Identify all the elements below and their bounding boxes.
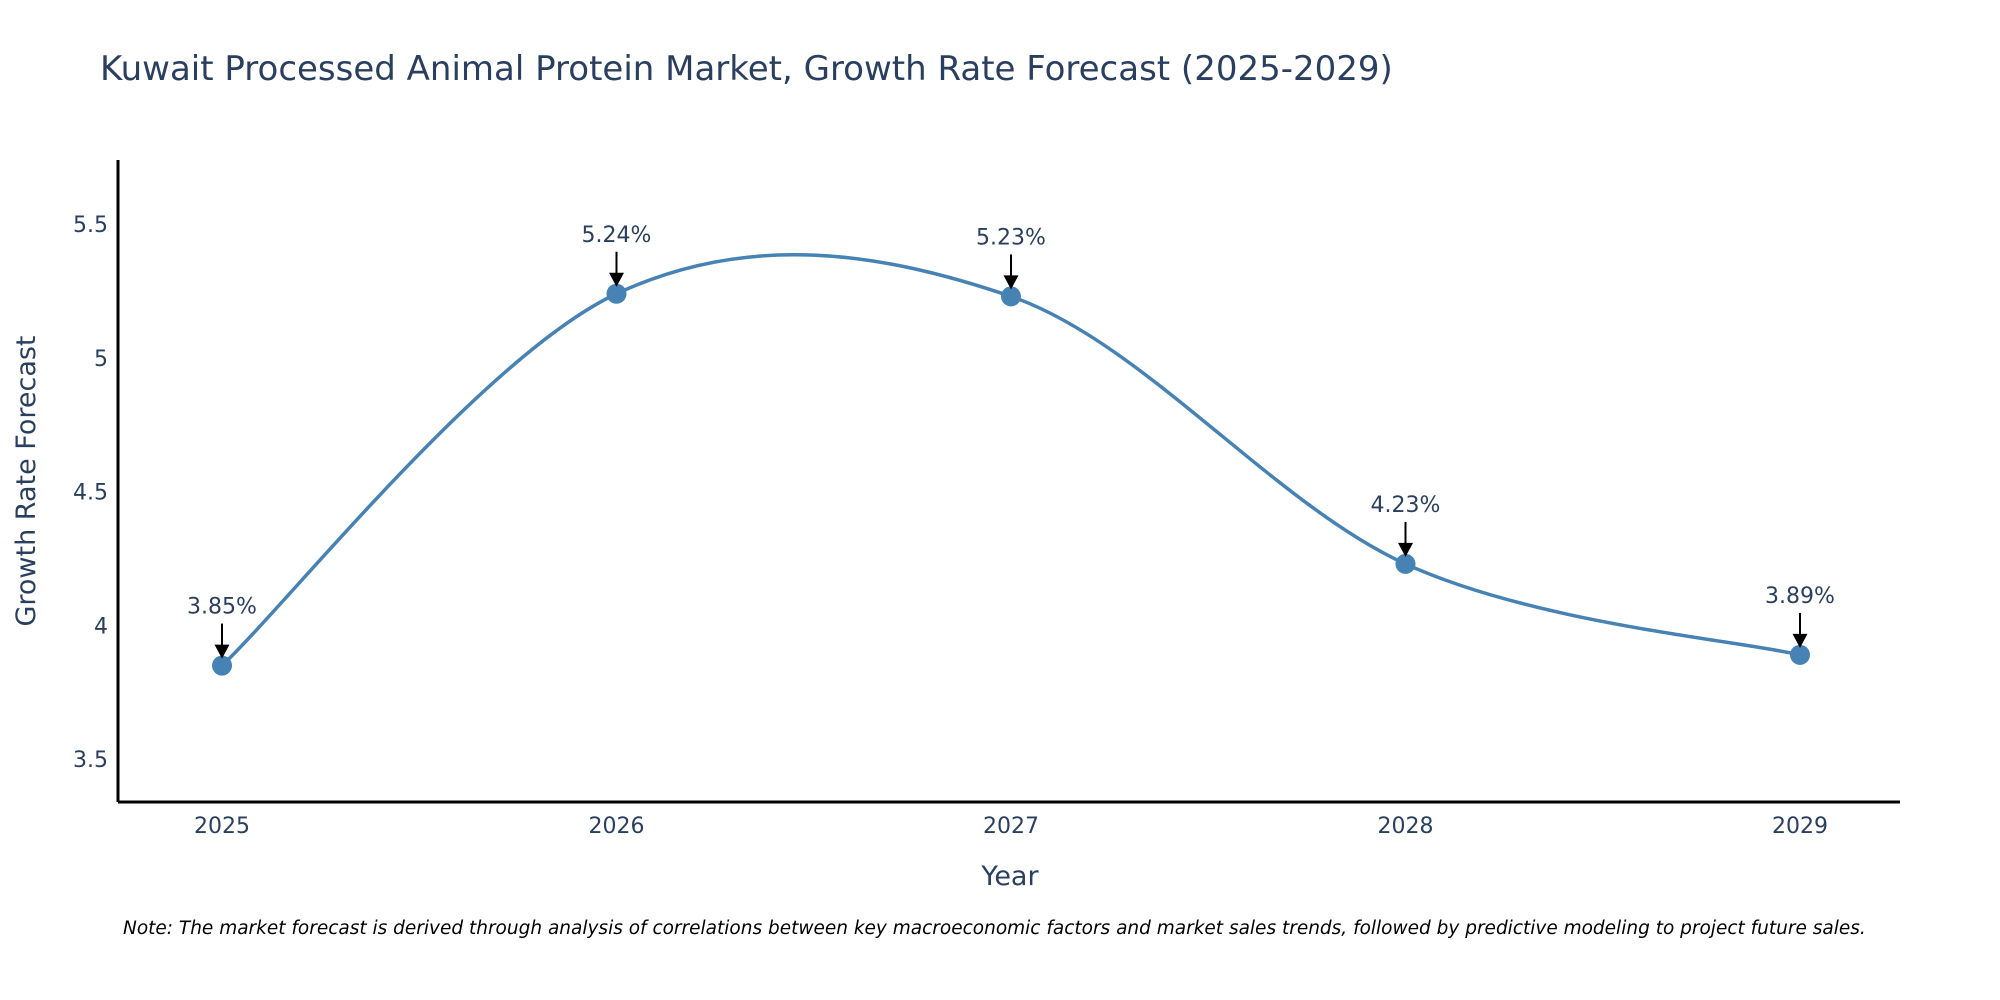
annotation-arrowhead bbox=[1003, 275, 1019, 290]
x-axis-title: Year bbox=[980, 861, 1039, 892]
footnote: Note: The market forecast is derived thr… bbox=[123, 918, 1866, 939]
x-tick-label: 2028 bbox=[1378, 814, 1434, 839]
data-point bbox=[1001, 286, 1021, 307]
data-label: 5.23% bbox=[976, 225, 1046, 250]
data-point bbox=[212, 655, 232, 676]
annotation-arrowhead bbox=[1792, 633, 1808, 648]
y-tick-label: 5.5 bbox=[73, 213, 108, 238]
data-label: 4.23% bbox=[1371, 493, 1441, 518]
data-markers bbox=[212, 283, 1810, 676]
chart-title: Kuwait Processed Animal Protein Market, … bbox=[100, 49, 1393, 89]
data-point bbox=[1395, 553, 1416, 574]
annotation-arrowhead bbox=[214, 644, 230, 659]
y-tick-label: 3.5 bbox=[73, 748, 108, 773]
y-axis-title: Growth Rate Forecast bbox=[11, 335, 42, 626]
annotation-arrowhead bbox=[609, 272, 624, 287]
y-axis-ticks: 3.5 4 4.5 5 5.5 bbox=[73, 213, 108, 773]
y-tick-label: 5 bbox=[94, 347, 108, 372]
data-label: 5.24% bbox=[582, 223, 652, 248]
x-tick-label: 2027 bbox=[983, 814, 1039, 839]
axes bbox=[116, 160, 1900, 804]
data-point bbox=[606, 283, 627, 304]
annotation-arrowhead bbox=[1398, 542, 1413, 557]
y-tick-label: 4.5 bbox=[73, 481, 108, 506]
data-annotations: 3.85% 5.24% 5.23% 4.23% 3.89% bbox=[187, 223, 1835, 659]
y-tick-label: 4 bbox=[94, 614, 108, 639]
x-tick-label: 2026 bbox=[589, 814, 645, 839]
x-tick-label: 2025 bbox=[194, 814, 250, 839]
data-label: 3.89% bbox=[1765, 584, 1835, 609]
data-point bbox=[1790, 644, 1810, 665]
x-axis-ticks: 2025 2026 2027 2028 2029 bbox=[194, 814, 1828, 839]
data-label: 3.85% bbox=[187, 595, 257, 620]
x-tick-label: 2029 bbox=[1772, 814, 1828, 839]
